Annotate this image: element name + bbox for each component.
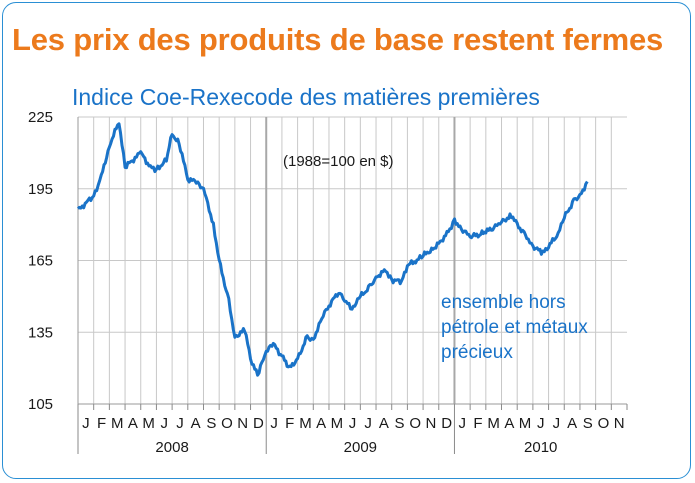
- month-label: J: [364, 415, 372, 432]
- month-label: D: [441, 415, 452, 432]
- month-label: S: [583, 415, 593, 432]
- month-label: S: [206, 415, 216, 432]
- month-label: A: [316, 415, 326, 432]
- month-label: J: [82, 415, 90, 432]
- month-label: M: [331, 415, 344, 432]
- series-line: [76, 122, 589, 377]
- month-label: J: [349, 415, 357, 432]
- month-label: J: [553, 415, 561, 432]
- month-label: A: [379, 415, 389, 432]
- month-label: F: [473, 415, 482, 432]
- base-annotation: (1988=100 en $): [283, 153, 394, 170]
- year-label: 2010: [524, 439, 557, 456]
- y-tick-label: 135: [28, 324, 53, 341]
- month-label: O: [409, 415, 421, 432]
- month-label: M: [487, 415, 500, 432]
- grid-lines: [77, 116, 627, 405]
- month-label: O: [598, 415, 610, 432]
- chart-frame: [2, 2, 691, 479]
- month-label: M: [142, 415, 155, 432]
- month-label: D: [253, 415, 264, 432]
- month-label: A: [128, 415, 138, 432]
- month-label: M: [519, 415, 532, 432]
- month-label: J: [537, 415, 545, 432]
- headline: Les prix des produits de base restent fe…: [12, 22, 664, 57]
- month-label: A: [191, 415, 201, 432]
- y-tick-label: 195: [28, 181, 53, 198]
- month-label: F: [97, 415, 106, 432]
- chart-title: Indice Coe-Rexecode des matières premièr…: [72, 84, 540, 110]
- month-label: O: [221, 415, 233, 432]
- year-label: 2009: [344, 439, 377, 456]
- year-label: 2008: [155, 439, 188, 456]
- y-axis: 105 135 165 195 225: [28, 109, 53, 413]
- month-label: F: [285, 415, 294, 432]
- month-label: M: [299, 415, 312, 432]
- month-label: J: [270, 415, 278, 432]
- series-label-line-1: ensemble hors: [441, 292, 566, 313]
- y-tick-label: 165: [28, 253, 53, 270]
- month-label: J: [161, 415, 169, 432]
- month-label: J: [459, 415, 467, 432]
- series-label-line-3: précieux: [441, 342, 513, 363]
- month-label: A: [567, 415, 577, 432]
- y-tick-label: 225: [28, 109, 53, 126]
- month-label: N: [237, 415, 248, 432]
- month-label: J: [176, 415, 184, 432]
- month-label: N: [426, 415, 437, 432]
- y-tick-label: 105: [28, 396, 53, 413]
- month-label: M: [111, 415, 124, 432]
- month-label: S: [395, 415, 405, 432]
- series-label-line-2: pétrole et métaux: [441, 317, 588, 338]
- series-label: ensemble hors pétrole et métaux précieux: [441, 292, 588, 363]
- month-label: A: [504, 415, 514, 432]
- month-label: N: [614, 415, 625, 432]
- plot-area: [76, 122, 589, 377]
